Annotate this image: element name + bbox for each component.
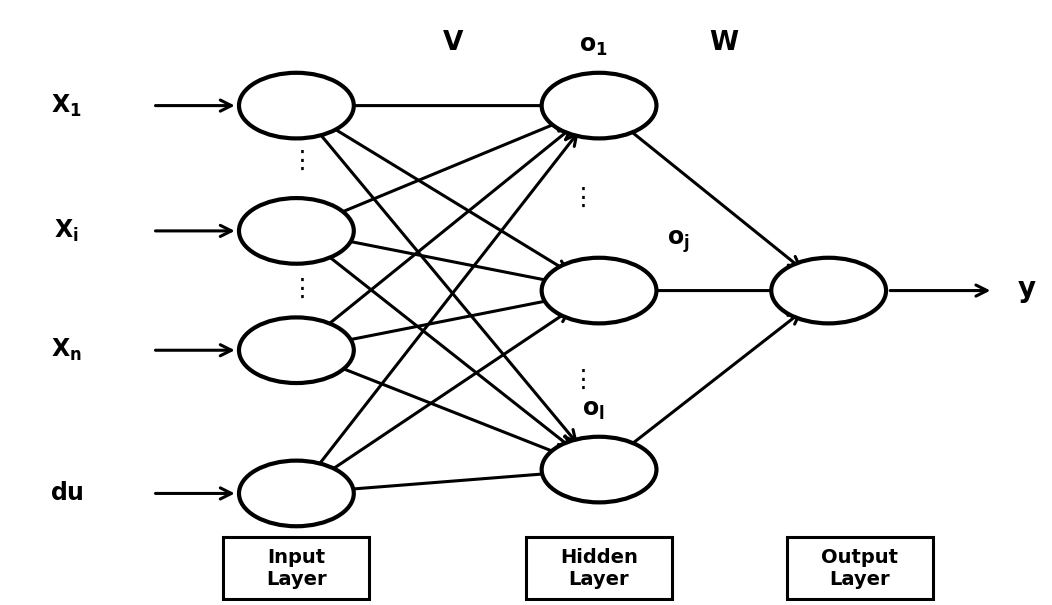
Circle shape (542, 73, 656, 139)
Text: $\vdots$: $\vdots$ (570, 368, 586, 392)
Circle shape (239, 198, 353, 264)
Text: Input
Layer: Input Layer (266, 548, 327, 589)
FancyBboxPatch shape (526, 537, 672, 600)
Text: $\mathbf{o_l}$: $\mathbf{o_l}$ (583, 398, 605, 422)
Text: $\vdots$: $\vdots$ (570, 186, 586, 210)
Text: Hidden
Layer: Hidden Layer (560, 548, 638, 589)
Text: $\mathbf{X_1}$: $\mathbf{X_1}$ (52, 93, 82, 119)
Text: Output
Layer: Output Layer (822, 548, 898, 589)
FancyBboxPatch shape (223, 537, 369, 600)
Circle shape (239, 318, 353, 383)
Text: $\mathbf{X_i}$: $\mathbf{X_i}$ (55, 218, 79, 244)
Circle shape (542, 437, 656, 502)
Text: $\mathbf{W}$: $\mathbf{W}$ (709, 30, 740, 56)
Text: $\vdots$: $\vdots$ (288, 276, 304, 301)
Text: $\mathbf{X_n}$: $\mathbf{X_n}$ (52, 337, 82, 364)
Text: $\vdots$: $\vdots$ (288, 149, 304, 173)
Text: $\mathbf{V}$: $\mathbf{V}$ (442, 30, 464, 56)
Text: $\mathbf{o_j}$: $\mathbf{o_j}$ (667, 228, 690, 255)
Text: $\mathbf{du}$: $\mathbf{du}$ (49, 482, 84, 505)
Text: $\mathbf{y}$: $\mathbf{y}$ (1016, 276, 1036, 304)
Circle shape (239, 73, 353, 139)
FancyBboxPatch shape (787, 537, 933, 600)
Circle shape (771, 258, 886, 324)
Circle shape (239, 460, 353, 526)
Circle shape (542, 258, 656, 324)
Text: $\mathbf{o_1}$: $\mathbf{o_1}$ (580, 34, 608, 58)
